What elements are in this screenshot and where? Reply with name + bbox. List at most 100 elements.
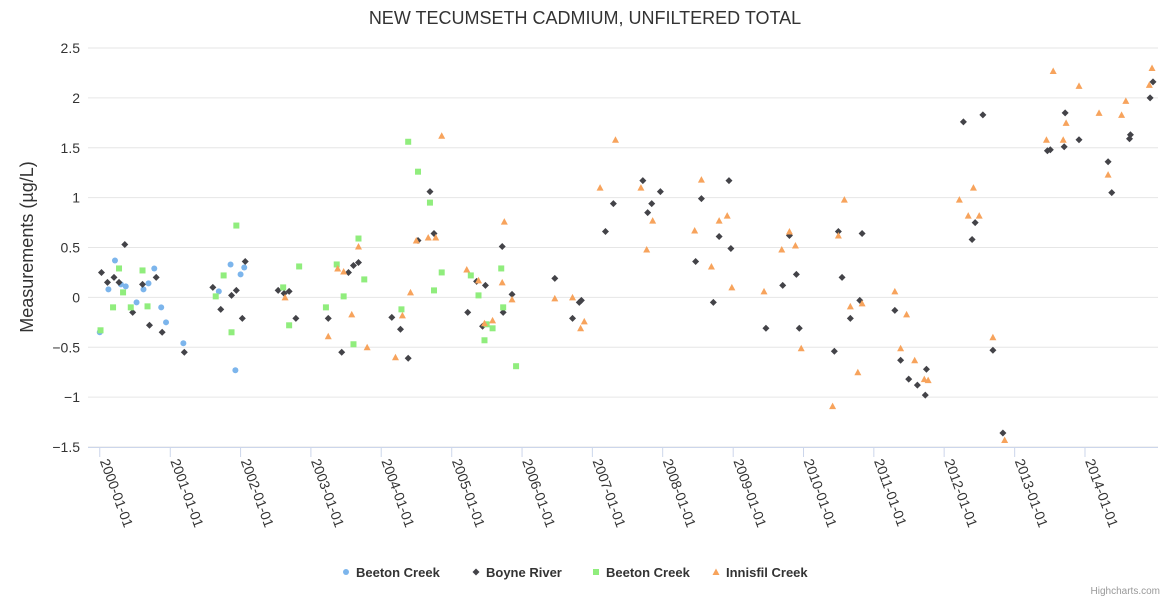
data-point: [697, 195, 705, 203]
data-point: [728, 283, 736, 291]
credits-link[interactable]: Highcharts.com: [1091, 586, 1160, 597]
data-point: [127, 304, 134, 311]
data-point: [1148, 64, 1156, 71]
data-point: [388, 313, 396, 321]
legend-label[interactable]: Boyne River: [486, 565, 562, 580]
data-point: [778, 245, 786, 253]
data-point: [580, 317, 588, 325]
data-point: [232, 367, 239, 374]
data-point: [897, 344, 905, 352]
data-point: [324, 332, 332, 340]
data-point: [697, 176, 705, 183]
data-point: [1122, 97, 1130, 104]
data-point: [97, 327, 104, 334]
data-point: [840, 196, 848, 203]
legend-symbol: [343, 569, 349, 575]
data-point: [854, 368, 862, 376]
data-point: [139, 280, 147, 288]
data-point: [639, 177, 647, 185]
data-point: [281, 293, 289, 301]
data-point: [145, 280, 152, 287]
data-point: [897, 356, 905, 364]
data-point: [116, 265, 123, 272]
data-point: [391, 353, 399, 361]
data-point: [785, 228, 793, 235]
data-point: [830, 347, 838, 355]
data-point: [955, 196, 963, 203]
data-point: [481, 281, 489, 289]
data-point: [354, 258, 362, 266]
data-point: [424, 234, 432, 241]
legend-item[interactable]: Beeton Creek: [343, 565, 441, 580]
data-point: [1104, 171, 1112, 178]
data-point: [577, 296, 585, 304]
data-point: [760, 287, 768, 295]
data-point: [334, 264, 342, 272]
data-point: [349, 261, 357, 269]
y-tick-label: −0.5: [52, 339, 80, 355]
data-point: [715, 217, 723, 224]
data-point: [795, 324, 803, 332]
data-point: [432, 234, 440, 241]
data-point: [233, 222, 240, 229]
data-point: [921, 391, 929, 399]
legend-label[interactable]: Beeton Creek: [356, 565, 441, 580]
data-point: [1059, 136, 1067, 143]
data-point: [292, 314, 300, 322]
data-point: [1001, 436, 1009, 444]
series-2-group: [97, 138, 520, 370]
data-point: [1062, 119, 1070, 126]
data-point: [858, 230, 866, 238]
data-point: [232, 286, 240, 294]
data-point: [707, 262, 715, 270]
series-1-group: [97, 78, 1157, 437]
data-point: [398, 306, 405, 313]
data-point: [791, 242, 799, 249]
data-point: [322, 304, 329, 311]
data-point: [500, 304, 507, 311]
data-point: [489, 325, 496, 332]
data-point: [1149, 78, 1157, 86]
data-point: [111, 257, 118, 264]
data-point: [905, 375, 913, 383]
data-point: [891, 306, 899, 314]
data-point: [692, 257, 700, 265]
data-point: [959, 118, 967, 126]
data-point: [241, 264, 248, 271]
data-point: [1049, 67, 1057, 74]
legend-label[interactable]: Beeton Creek: [606, 565, 691, 580]
data-point: [151, 265, 158, 272]
data-point: [228, 291, 236, 299]
legend-symbol: [712, 568, 720, 575]
data-point: [475, 292, 482, 299]
legend-item[interactable]: Boyne River: [472, 565, 562, 580]
data-point: [398, 311, 406, 319]
data-point: [846, 302, 854, 310]
data-point: [215, 288, 222, 295]
data-point: [415, 168, 422, 175]
data-point: [1126, 131, 1134, 139]
data-point: [412, 237, 420, 244]
legend-item[interactable]: Innisfil Creek: [712, 565, 809, 580]
data-point: [355, 235, 362, 242]
data-point: [324, 314, 332, 322]
data-point: [911, 356, 919, 364]
series-0-group: [96, 257, 248, 374]
data-point: [727, 244, 735, 252]
legend-item[interactable]: Beeton Creek: [593, 565, 691, 580]
data-point: [500, 218, 508, 225]
legend-label[interactable]: Innisfil Creek: [726, 565, 808, 580]
data-point: [1060, 143, 1068, 151]
data-point: [110, 273, 118, 281]
data-point: [1042, 136, 1050, 143]
data-point: [1046, 146, 1054, 154]
data-point: [140, 286, 147, 293]
data-point: [139, 267, 146, 274]
y-tick-label: −1.5: [52, 439, 80, 455]
data-point: [499, 308, 507, 316]
data-point: [144, 303, 151, 310]
data-point: [110, 304, 117, 311]
data-point: [115, 278, 123, 286]
